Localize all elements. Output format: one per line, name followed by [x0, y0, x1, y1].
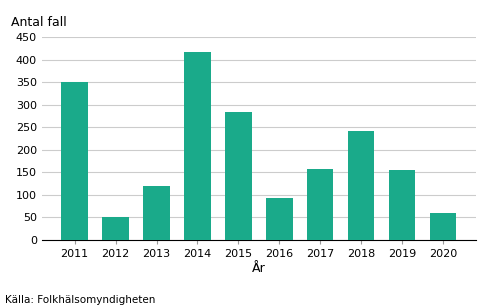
Text: Källa: Folkhälsomyndigheten: Källa: Folkhälsomyndigheten — [5, 295, 155, 305]
Bar — [266, 198, 293, 240]
Bar — [430, 213, 456, 240]
Bar — [61, 83, 88, 240]
Bar — [102, 217, 129, 240]
Bar — [225, 111, 252, 240]
Bar — [307, 169, 333, 240]
X-axis label: År: År — [252, 261, 266, 274]
Text: Antal fall: Antal fall — [11, 16, 67, 29]
Bar — [389, 170, 415, 240]
Bar — [184, 52, 211, 240]
Bar — [348, 131, 375, 240]
Bar — [143, 186, 170, 240]
